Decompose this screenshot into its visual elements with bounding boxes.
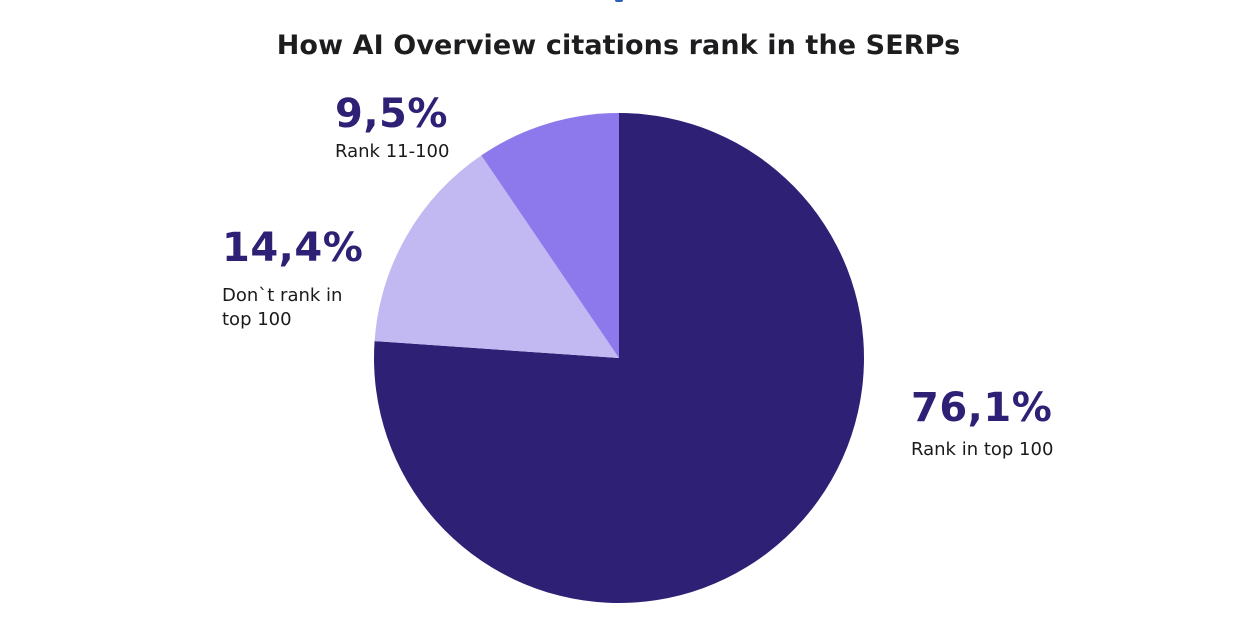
slice-value-label: 76,1%: [911, 385, 1053, 431]
pie-slice-2: [481, 113, 619, 358]
slice-category-label: Rank in top 100: [911, 439, 1054, 460]
callout-dont-rank-in-top-100: 14,4% Don`t rank in top 100: [222, 226, 363, 332]
pie-slice-0: [373, 113, 864, 604]
slice-category-label: Don`t rank in top 100: [222, 285, 343, 330]
pie-slice-1: [374, 155, 619, 358]
callout-rank-in-top-100: 76,1% Rank in top 100: [911, 386, 1053, 462]
top-edge-mark: [615, 0, 623, 2]
callout-rank-11-100: 9,5% Rank 11-100: [335, 92, 449, 164]
slice-value-label: 9,5%: [335, 91, 448, 137]
slice-value-label: 14,4%: [222, 225, 364, 271]
slice-category-label: Rank 11-100: [335, 141, 450, 162]
chart-title: How AI Overview citations rank in the SE…: [276, 30, 961, 61]
